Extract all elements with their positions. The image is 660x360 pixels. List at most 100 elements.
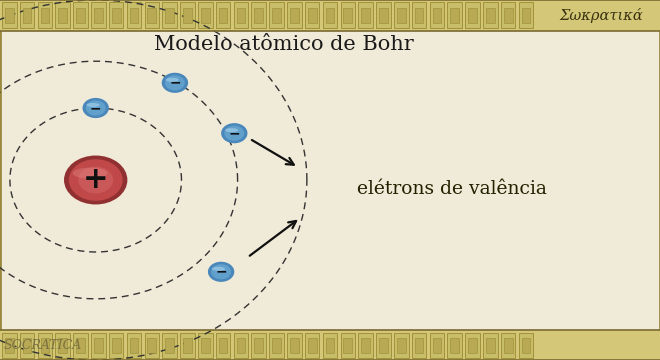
Bar (504, 338, 513, 353)
Bar (430, 3, 444, 28)
Bar (376, 3, 391, 28)
Bar (129, 8, 139, 23)
Text: −: − (228, 126, 240, 140)
Bar (486, 8, 495, 23)
Text: Σωκρατικά: Σωκρατικά (560, 8, 644, 23)
Text: −: − (215, 265, 227, 279)
Bar (129, 338, 139, 353)
Bar (394, 333, 409, 357)
Ellipse shape (82, 98, 109, 118)
Bar (201, 8, 210, 23)
Bar (361, 8, 370, 23)
Bar (486, 338, 495, 353)
Bar (198, 3, 213, 28)
Ellipse shape (86, 103, 100, 107)
Bar (379, 8, 388, 23)
Bar (58, 338, 67, 353)
Text: −: − (169, 76, 181, 90)
Text: Modelo atômico de Bohr: Modelo atômico de Bohr (154, 36, 414, 54)
Bar (112, 8, 121, 23)
Bar (162, 333, 177, 357)
Bar (58, 8, 67, 23)
Bar (358, 3, 373, 28)
Bar (112, 338, 121, 353)
Bar (521, 8, 531, 23)
Bar (2, 3, 16, 28)
Ellipse shape (73, 168, 108, 179)
Bar (201, 338, 210, 353)
Bar (447, 3, 462, 28)
Bar (412, 333, 426, 357)
Text: +: + (83, 166, 108, 194)
Bar (414, 8, 424, 23)
Bar (145, 3, 159, 28)
Bar (198, 333, 213, 357)
Bar (20, 333, 34, 357)
Ellipse shape (212, 267, 225, 271)
Bar (397, 338, 406, 353)
Bar (109, 3, 123, 28)
Bar (397, 8, 406, 23)
Bar (272, 8, 281, 23)
Bar (180, 333, 195, 357)
Bar (450, 8, 459, 23)
Bar (147, 338, 156, 353)
Ellipse shape (224, 126, 244, 141)
Bar (216, 333, 230, 357)
Bar (5, 338, 14, 353)
Bar (251, 3, 266, 28)
Bar (94, 8, 103, 23)
Ellipse shape (64, 156, 127, 204)
Bar (519, 333, 533, 357)
Bar (22, 338, 32, 353)
Bar (465, 333, 480, 357)
Bar (127, 3, 141, 28)
Bar (394, 3, 409, 28)
Bar (254, 8, 263, 23)
Bar (414, 338, 424, 353)
Bar (2, 333, 16, 357)
Bar (341, 3, 355, 28)
Bar (483, 3, 498, 28)
Bar (430, 333, 444, 357)
Bar (40, 338, 50, 353)
Bar (0, 0, 660, 31)
Bar (40, 8, 50, 23)
Bar (361, 338, 370, 353)
Bar (450, 338, 459, 353)
Bar (323, 3, 337, 28)
Bar (504, 8, 513, 23)
Ellipse shape (86, 100, 106, 116)
Bar (519, 3, 533, 28)
Bar (91, 3, 106, 28)
Ellipse shape (165, 75, 185, 90)
Bar (290, 338, 299, 353)
Ellipse shape (69, 159, 123, 201)
Bar (358, 333, 373, 357)
Ellipse shape (79, 167, 113, 193)
Bar (91, 333, 106, 357)
Ellipse shape (225, 128, 238, 132)
Bar (20, 3, 34, 28)
Bar (165, 338, 174, 353)
Bar (379, 338, 388, 353)
Bar (218, 338, 228, 353)
Ellipse shape (221, 123, 248, 143)
Bar (501, 333, 515, 357)
Bar (290, 8, 299, 23)
Bar (432, 8, 442, 23)
Text: −: − (90, 101, 102, 115)
Bar (183, 338, 192, 353)
Ellipse shape (211, 264, 231, 279)
Bar (468, 8, 477, 23)
Bar (38, 3, 52, 28)
Bar (234, 3, 248, 28)
Bar (147, 8, 156, 23)
Bar (73, 333, 88, 357)
Bar (236, 338, 246, 353)
Text: SOCRATICA: SOCRATICA (3, 339, 82, 352)
Bar (412, 3, 426, 28)
Bar (55, 333, 70, 357)
Bar (269, 3, 284, 28)
Bar (109, 333, 123, 357)
